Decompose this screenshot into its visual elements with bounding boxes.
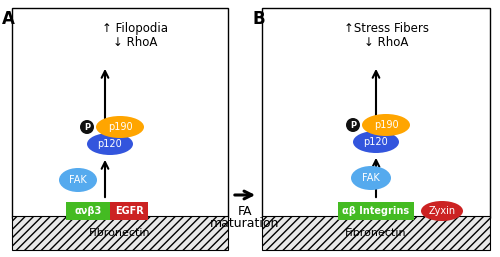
Text: ανβ3: ανβ3 — [74, 206, 102, 216]
Bar — [262, 216, 490, 250]
Ellipse shape — [346, 118, 360, 132]
Text: Fibronectin: Fibronectin — [345, 228, 407, 238]
Text: Zyxin: Zyxin — [428, 206, 456, 216]
Bar — [262, 8, 490, 218]
Text: P: P — [350, 121, 356, 130]
Ellipse shape — [96, 116, 144, 138]
Ellipse shape — [351, 166, 391, 190]
Text: FAK: FAK — [69, 175, 87, 185]
Ellipse shape — [59, 168, 97, 192]
Text: ↓ RhoA: ↓ RhoA — [113, 36, 157, 49]
Text: FA: FA — [238, 205, 252, 218]
Bar — [338, 202, 414, 220]
Text: αβ Integrins: αβ Integrins — [342, 206, 409, 216]
Text: ↑Stress Fibers: ↑Stress Fibers — [344, 22, 428, 35]
Text: p120: p120 — [364, 137, 388, 147]
Text: maturation: maturation — [210, 217, 280, 230]
Bar — [12, 8, 228, 218]
Text: FAK: FAK — [362, 173, 380, 183]
Bar — [12, 216, 228, 250]
Text: p190: p190 — [374, 120, 398, 130]
Text: Fibronectin: Fibronectin — [89, 228, 151, 238]
Text: ↓ RhoA: ↓ RhoA — [364, 36, 408, 49]
Ellipse shape — [362, 114, 410, 136]
Text: B: B — [252, 10, 264, 28]
Bar — [66, 202, 110, 220]
Ellipse shape — [80, 120, 94, 134]
Text: p190: p190 — [108, 122, 132, 132]
Text: P: P — [84, 123, 90, 132]
Ellipse shape — [87, 133, 133, 155]
Ellipse shape — [353, 131, 399, 153]
Text: EGFR: EGFR — [114, 206, 144, 216]
Text: p120: p120 — [98, 139, 122, 149]
Text: ↑ Filopodia: ↑ Filopodia — [102, 22, 168, 35]
Text: A: A — [2, 10, 15, 28]
Ellipse shape — [421, 201, 463, 221]
Bar — [110, 202, 148, 220]
